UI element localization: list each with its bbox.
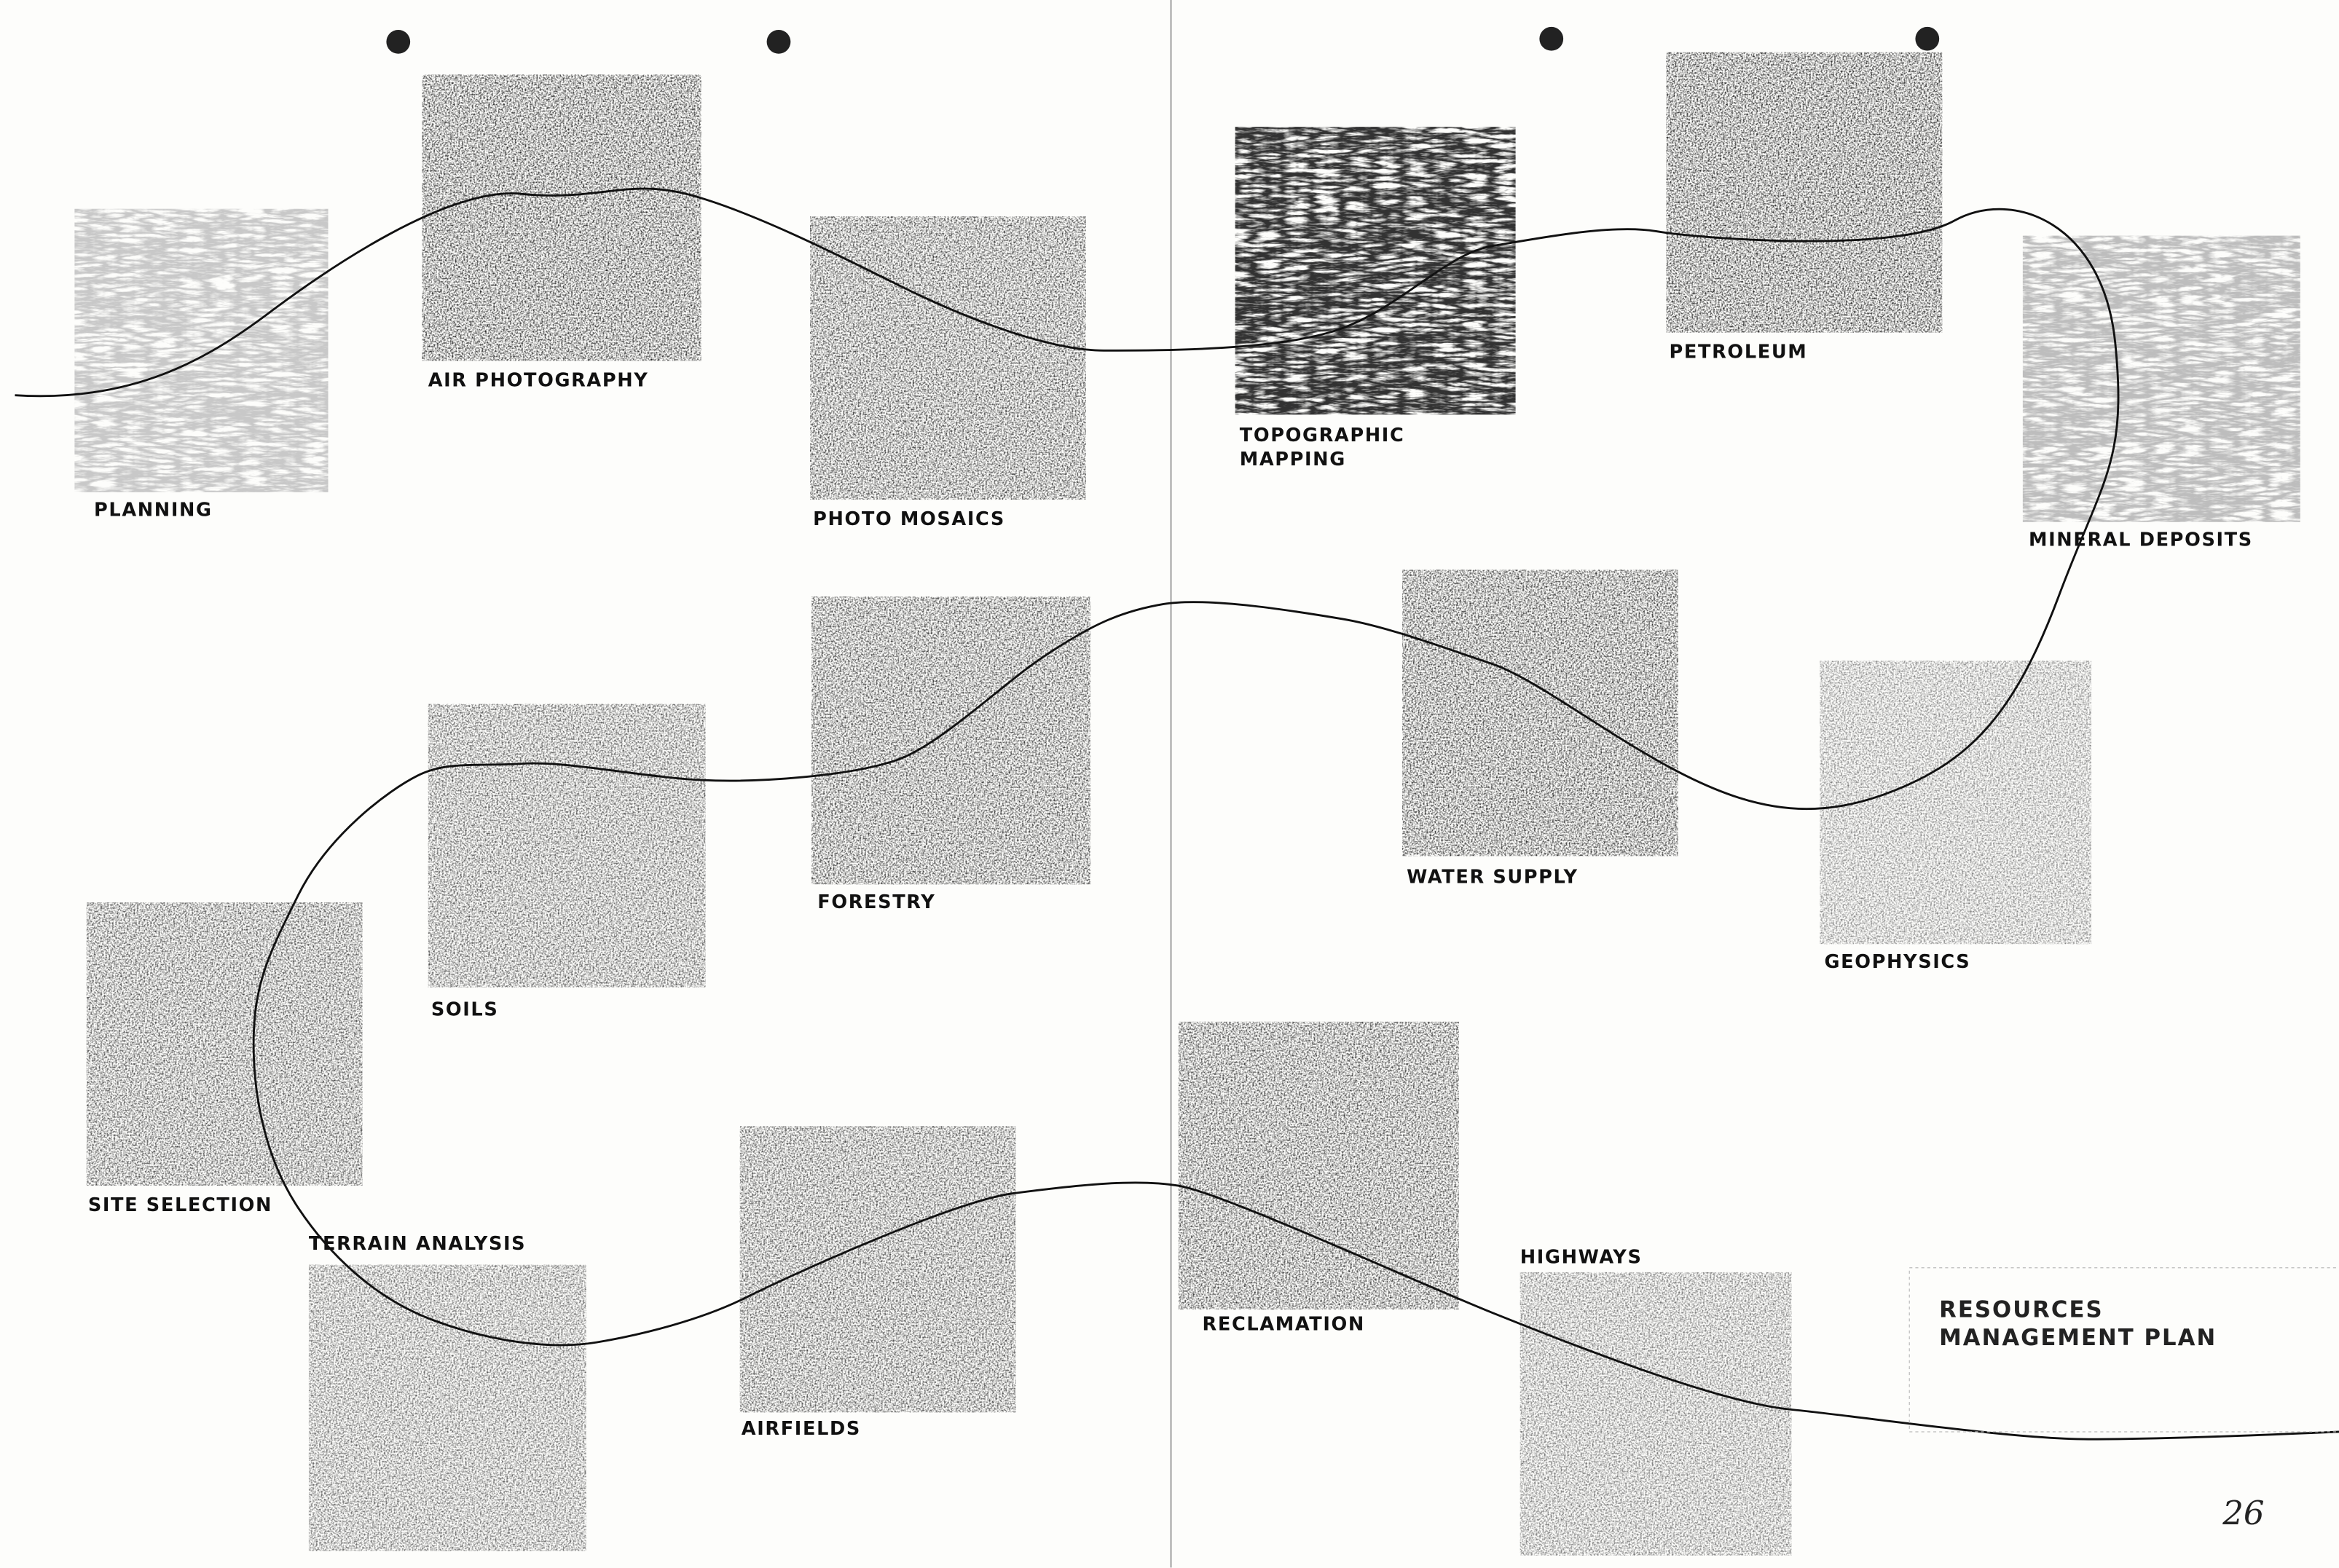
caption: MAPPING <box>1240 449 1346 470</box>
title-line: RESOURCES <box>1939 1296 2103 1323</box>
photo <box>1235 127 1516 415</box>
punch-mark <box>766 30 791 54</box>
panels: PLANNING AIR PHOTOGRAPHY PHOTO MOSAICS TOPO… <box>74 26 2300 1556</box>
caption: PLANNING <box>94 500 213 521</box>
caption: RECLAMATION <box>1203 1314 1365 1336</box>
title-line: MANAGEMENT PLAN <box>1939 1325 2217 1351</box>
caption: TOPOGRAPHIC <box>1240 425 1405 446</box>
photo <box>74 208 329 492</box>
photo <box>2022 235 2300 522</box>
photo <box>1402 570 1678 856</box>
photo <box>428 704 706 988</box>
photo <box>809 216 1086 500</box>
photo <box>1666 52 1943 333</box>
caption: SOILS <box>431 999 499 1021</box>
photo <box>308 1264 586 1551</box>
caption: MINERAL DEPOSITS <box>2029 529 2253 551</box>
caption: SITE SELECTION <box>88 1194 272 1216</box>
caption: AIRFIELDS <box>742 1418 861 1440</box>
title-box <box>1908 1267 2339 1433</box>
caption: FORESTRY <box>817 891 935 913</box>
photo <box>1520 1272 1792 1556</box>
caption: WATER SUPPLY <box>1407 866 1579 888</box>
punch-mark <box>1915 26 1940 51</box>
caption: PETROLEUM <box>1670 342 1808 363</box>
photo <box>811 596 1090 885</box>
caption: HIGHWAYS <box>1520 1247 1643 1269</box>
photo <box>1820 661 2092 945</box>
photo <box>739 1126 1016 1413</box>
photo <box>422 74 701 361</box>
punch-mark <box>1539 26 1564 51</box>
caption: PHOTO MOSAICS <box>813 508 1005 530</box>
punch-mark <box>386 30 411 54</box>
photo <box>86 902 363 1186</box>
page-number: 26 <box>2222 1494 2264 1532</box>
caption: GEOPHYSICS <box>1824 951 1970 973</box>
caption: AIR PHOTOGRAPHY <box>428 369 649 391</box>
caption: TERRAIN ANALYSIS <box>309 1233 526 1255</box>
photo <box>1178 1021 1459 1310</box>
flow-curve <box>15 187 2339 1441</box>
